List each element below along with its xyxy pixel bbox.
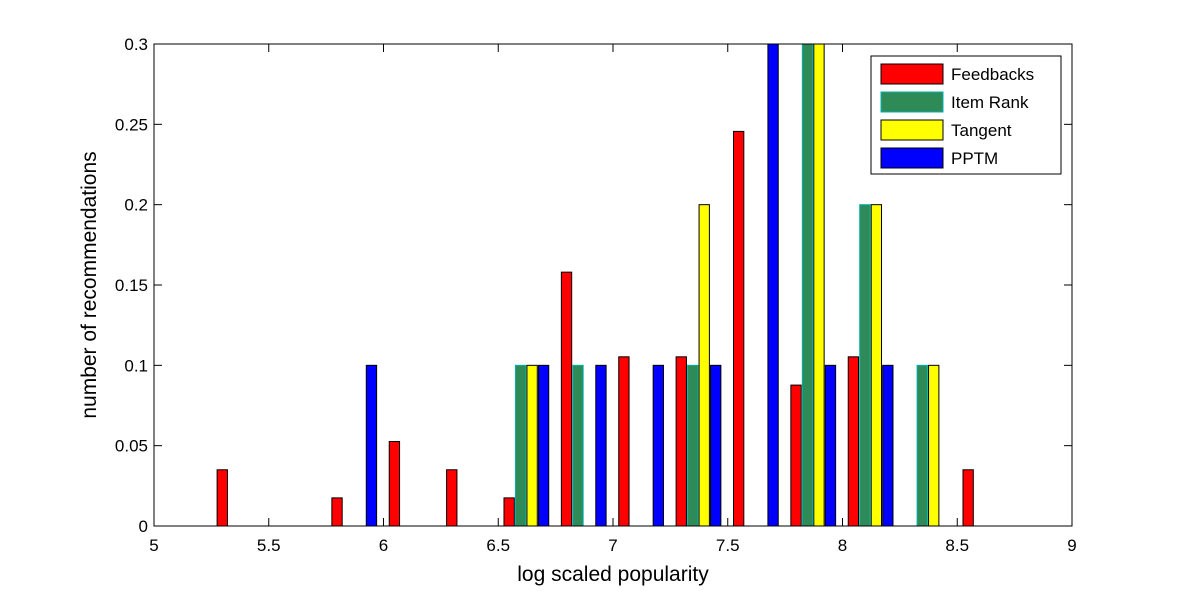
- bar-feedbacks-14: [962, 469, 974, 527]
- bar-tangent-12: [870, 204, 883, 527]
- bar-feedbacks-5: [446, 469, 458, 527]
- bar-pptm-6: [537, 364, 550, 527]
- legend-swatch-feedbacks: [880, 63, 944, 85]
- bar-feedbacks-1: [216, 469, 228, 527]
- bar-feedbacks-12: [847, 356, 860, 527]
- legend: Feedbacks Item Rank Tangent PPTM: [870, 55, 1062, 175]
- bar-tangent-11: [813, 43, 825, 527]
- bar-item-rank-6: [514, 364, 527, 527]
- bar-item-rank-7: [572, 364, 584, 527]
- bar-pptm-7: [595, 364, 607, 527]
- bar-item-rank-9: [687, 364, 699, 527]
- bar-feedbacks-7: [560, 271, 573, 527]
- legend-label-pptm: PPTM: [951, 149, 998, 168]
- bars-layer: [216, 43, 974, 527]
- bar-item-rank-11: [801, 43, 814, 527]
- y-tick-label-4: 0.2: [124, 196, 148, 215]
- bar-pptm-3: [365, 364, 378, 527]
- x-tick-label-7: 8.5: [945, 536, 969, 555]
- bar-tangent-13: [928, 364, 940, 527]
- x-tick-label-3: 6.5: [486, 536, 510, 555]
- x-tick-label-1: 5.5: [257, 536, 281, 555]
- legend-label-feedbacks: Feedbacks: [951, 65, 1034, 84]
- legend-label-item-rank: Item Rank: [951, 93, 1029, 112]
- bar-feedbacks-3: [331, 497, 343, 527]
- y-tick-label-2: 0.1: [124, 356, 148, 375]
- x-tick-label-6: 8: [838, 536, 847, 555]
- bar-pptm-9: [710, 364, 722, 527]
- legend-swatch-tangent: [880, 119, 944, 141]
- x-tick-label-8: 9: [1067, 536, 1076, 555]
- legend-label-tangent: Tangent: [951, 121, 1012, 140]
- legend-swatch-item-rank: [880, 91, 944, 113]
- bar-pptm-8: [652, 364, 664, 527]
- y-tick-label-3: 0.15: [115, 276, 148, 295]
- y-tick-label-0: 0: [139, 517, 148, 536]
- y-tick-label-6: 0.3: [124, 35, 148, 54]
- x-tick-label-0: 5: [149, 536, 158, 555]
- ticks-layer: 5 5.5 6 6.5 7 7.5 8 8.5 9 0 0.05 0.1 0.15 0.2 0.25 0.3: [115, 35, 1077, 555]
- y-tick-label-5: 0.25: [115, 115, 148, 134]
- x-tick-label-2: 6: [379, 536, 388, 555]
- y-axis-label: number of recommendations: [78, 151, 101, 418]
- bar-feedbacks-4: [388, 440, 401, 527]
- bar-feedbacks-11: [790, 384, 802, 527]
- bar-feedbacks-6: [503, 497, 515, 527]
- bar-pptm-12: [882, 364, 894, 527]
- legend-swatch-pptm: [880, 147, 944, 169]
- bar-item-rank-12: [859, 204, 871, 527]
- x-tick-label-5: 7.5: [716, 536, 740, 555]
- bar-item-rank-13: [916, 364, 928, 527]
- bar-pptm-10: [767, 43, 779, 527]
- x-tick-label-4: 7: [608, 536, 617, 555]
- bar-tangent-9: [698, 204, 710, 527]
- bar-feedbacks-10: [732, 130, 745, 527]
- bar-feedbacks-9: [675, 356, 687, 527]
- bar-feedbacks-8: [618, 356, 630, 527]
- y-tick-label-1: 0.05: [115, 437, 148, 456]
- bar-tangent-6: [526, 364, 538, 527]
- bar-pptm-11: [824, 364, 837, 527]
- x-axis-label: log scaled popularity: [517, 563, 709, 586]
